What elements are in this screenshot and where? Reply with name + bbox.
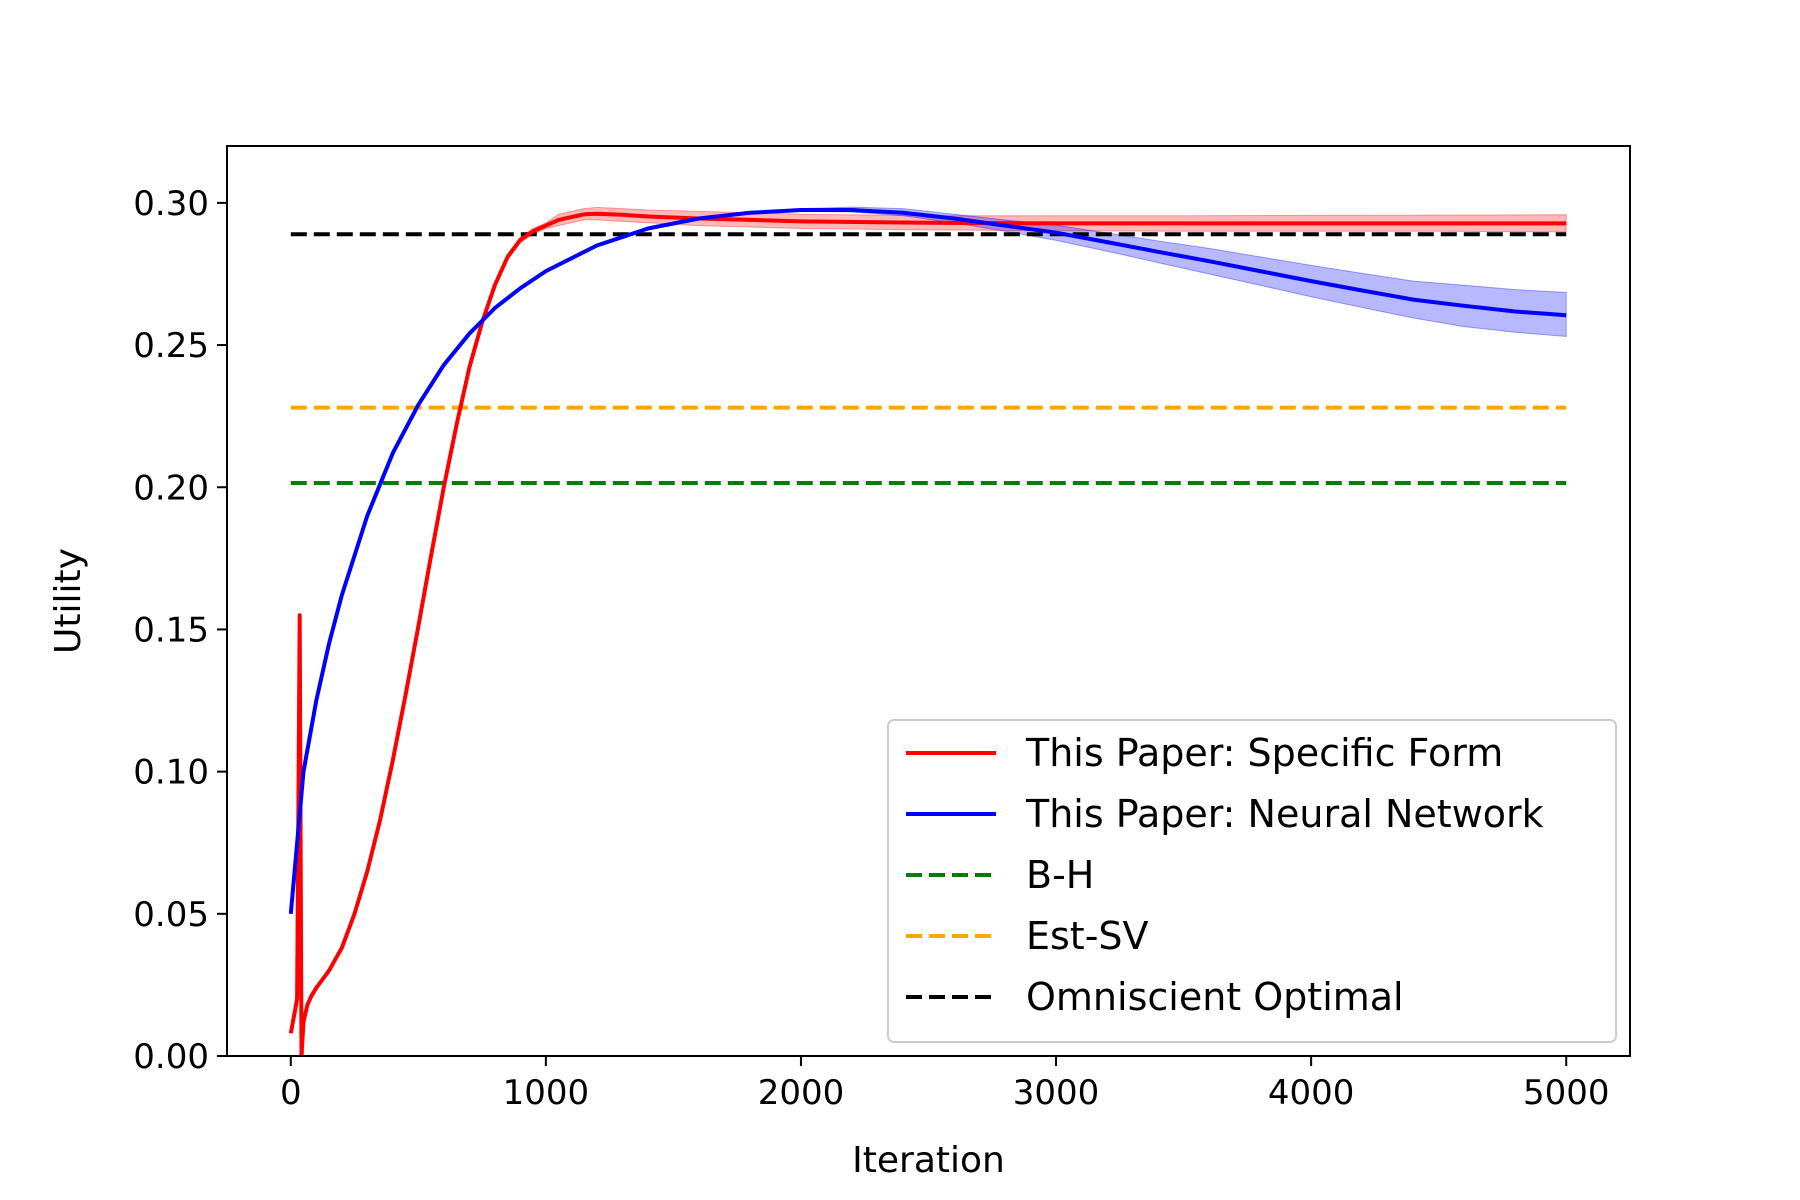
series-lines [288, 208, 1567, 1056]
y-tick-label: 0.30 [133, 184, 209, 224]
x-tick-label: 3000 [1013, 1073, 1100, 1113]
y-tick-label: 0.25 [133, 326, 209, 366]
legend-box [887, 719, 1617, 1043]
x-tick-label: 2000 [758, 1073, 845, 1113]
legend: This Paper: Specific Form This Paper: Neu… [887, 719, 1617, 1043]
y-tick-label: 0.15 [133, 610, 209, 650]
legend-label: Omniscient Optimal [1026, 975, 1404, 1019]
x-axis-ticks: 0 1000 2000 3000 4000 5000 [280, 1056, 1610, 1113]
legend-label: This Paper: Specific Form [1025, 731, 1503, 775]
legend-label: B-H [1026, 853, 1094, 897]
legend-label: This Paper: Neural Network [1025, 792, 1544, 836]
series-line [288, 208, 1567, 914]
x-tick-label: 4000 [1268, 1073, 1355, 1113]
x-tick-label: 0 [280, 1073, 302, 1113]
y-axis-ticks: 0.00 0.05 0.10 0.15 0.20 0.25 0.30 [133, 184, 227, 1077]
y-tick-label: 0.05 [133, 895, 209, 935]
x-tick-label: 1000 [503, 1073, 590, 1113]
y-tick-label: 0.00 [133, 1037, 209, 1077]
y-axis-label: Utility [48, 548, 89, 654]
y-tick-label: 0.20 [133, 468, 209, 508]
y-tick-label: 0.10 [133, 753, 209, 793]
legend-label: Est-SV [1026, 914, 1149, 958]
x-axis-label: Iteration [852, 1140, 1005, 1181]
x-tick-label: 5000 [1523, 1073, 1610, 1113]
axes-frame [226, 145, 1631, 1057]
